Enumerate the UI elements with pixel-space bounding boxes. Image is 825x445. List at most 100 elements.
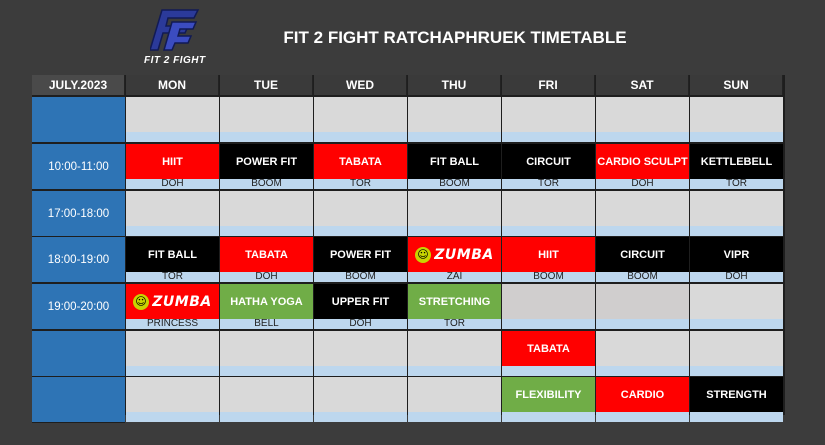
time-slot: 18:00-19:00 [32,237,125,283]
instructor-name [596,319,689,329]
header-day-tue: TUE [220,75,313,95]
timetable-cell: KETTLEBELL TOR [690,144,783,190]
timetable-cell [408,191,501,237]
page-title: FIT 2 FIGHT RATCHAPHRUEK TIMETABLE [283,28,627,47]
timetable-cell [220,97,313,143]
empty-slot [314,191,407,226]
class-name: HIIT [502,237,595,272]
empty-slot [502,284,595,319]
empty-slot [690,191,783,226]
timetable-cell [690,191,783,237]
timetable-cell [408,331,501,377]
class-name: UPPER FIT [314,284,407,319]
timetable-cell [314,191,407,237]
zumba-mark-icon: ☺ [133,293,150,310]
empty-slot [596,97,689,132]
empty-slot [220,331,313,366]
timetable-cell: VIPR DOH [690,237,783,283]
class-name: ZUMBA [152,293,212,310]
instructor-name [220,132,313,142]
class-name: CARDIO [596,377,689,412]
class-name: ☺ ZUMBA [408,237,501,272]
empty-slot [408,377,501,412]
class-name: TABATA [502,331,595,366]
instructor-name [314,412,407,422]
instructor-name [690,132,783,142]
header-month: JULY.2023 [32,75,125,95]
empty-slot [690,331,783,366]
header-day-wed: WED [314,75,407,95]
instructor-name: DOH [314,319,407,329]
timetable-cell [314,331,407,377]
class-name: CIRCUIT [502,144,595,179]
instructor-name [502,226,595,236]
instructor-name: BOOM [502,272,595,282]
empty-slot [596,331,689,366]
brand-name: FIT 2 FIGHT [144,55,206,66]
timetable-cell [690,331,783,377]
instructor-name: DOH [690,272,783,282]
timetable-cell: HIIT BOOM [502,237,595,283]
instructor-name [220,366,313,376]
ff-logo-icon [150,9,200,51]
empty-slot [220,97,313,132]
timetable-cell [502,191,595,237]
class-name: STRENGTH [690,377,783,412]
empty-slot [690,284,783,319]
class-name: ☺ ZUMBA [126,284,219,319]
timetable-grid: JULY.2023 MON TUE WED THU FRI SAT SUN 10:00-11:0… [32,75,785,423]
timetable-cell: ☺ ZUMBA PRINCESS [126,284,219,330]
instructor-name: BOOM [314,272,407,282]
instructor-name: ZAI [408,272,501,282]
empty-slot [126,191,219,226]
timetable-cell: HATHA YOGA BELL [220,284,313,330]
instructor-name [314,226,407,236]
empty-slot [408,191,501,226]
timetable-cell [690,284,783,330]
timetable-cell [314,377,407,423]
class-name: CARDIO SCULPT [596,144,689,179]
empty-slot [314,331,407,366]
timetable-cell: CARDIO [596,377,689,423]
time-slot: 19:00-20:00 [32,284,125,330]
instructor-name: BOOM [408,179,501,189]
timetable-cell [126,191,219,237]
header-day-sat: SAT [596,75,689,95]
time-slot [32,331,125,377]
class-name: KETTLEBELL [690,144,783,179]
class-name: FIT BALL [126,237,219,272]
instructor-name [220,226,313,236]
timetable-cell: CIRCUIT TOR [502,144,595,190]
timetable-cell: UPPER FIT DOH [314,284,407,330]
instructor-name [408,132,501,142]
instructor-name [596,132,689,142]
timetable-cell: CARDIO SCULPT DOH [596,144,689,190]
zumba-logo-icon: ☺ ZUMBA [133,293,212,310]
empty-slot [596,191,689,226]
empty-slot [408,331,501,366]
instructor-name [220,412,313,422]
timetable-cell: POWER FIT BOOM [314,237,407,283]
instructor-name: TOR [690,179,783,189]
class-name: CIRCUIT [596,237,689,272]
class-name: FLEXIBILITY [502,377,595,412]
instructor-name [690,412,783,422]
instructor-name: BOOM [596,272,689,282]
instructor-name: DOH [220,272,313,282]
header-day-sun: SUN [690,75,783,95]
empty-slot [126,377,219,412]
instructor-name [314,366,407,376]
timetable-cell: STRETCHING TOR [408,284,501,330]
time-slot [32,97,125,143]
instructor-name [502,412,595,422]
time-slot [32,377,125,423]
timetable-cell [126,377,219,423]
class-name: STRETCHING [408,284,501,319]
class-name: HATHA YOGA [220,284,313,319]
instructor-name: DOH [596,179,689,189]
instructor-name [314,132,407,142]
timetable-cell: TABATA DOH [220,237,313,283]
instructor-name [408,412,501,422]
instructor-name [690,226,783,236]
empty-slot [690,97,783,132]
